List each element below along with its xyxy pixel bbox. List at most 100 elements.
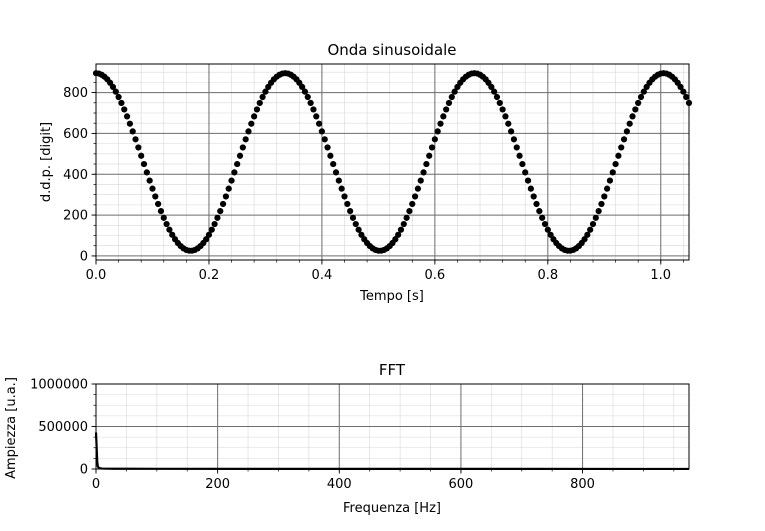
sine-y-axis-label: d.d.p. [digit] [39,122,54,202]
sine-data-point [138,152,145,159]
sine-data-point [403,214,410,221]
sine-data-point [640,88,647,95]
sine-data-point [256,99,263,107]
sine-data-point [448,93,455,101]
sine-data-point [321,136,328,143]
sine-data-point [598,200,605,208]
sine-data-point [259,93,266,101]
sine-data-point [219,200,227,208]
sine-data-point [251,113,258,120]
sine-y-tick-label: 600 [63,127,88,142]
sine-data-point [623,128,630,135]
sine-data-point [112,88,119,95]
fft-y-tick-label: 500000 [38,420,88,435]
sine-data-point [262,88,269,95]
sine-data-point [318,128,325,135]
sine-data-point [533,200,540,208]
sine-data-point [629,113,636,120]
sine-data-point [592,214,599,221]
sine-data-point [635,99,642,107]
sine-data-point [395,231,402,238]
sine-data-point [313,113,320,120]
sine-data-point [505,120,512,127]
sine-data-point [123,113,131,120]
sine-x-tick-label: 0.8 [537,268,558,283]
sine-data-point [217,208,224,215]
sine-data-point [499,106,506,113]
sine-data-point [146,177,153,184]
sine-data-point [140,160,148,168]
sine-data-point [440,113,447,120]
sine-data-point [420,169,427,176]
sine-axis-ticks [91,71,684,265]
sine-data-point [400,220,407,228]
sine-data-point [519,160,526,168]
sine-data-point [397,226,405,233]
sine-y-tick-label: 800 [63,86,88,101]
sine-data-point [344,200,351,208]
sine-data-point [508,128,515,135]
sine-x-tick-label: 1.0 [650,268,671,283]
sine-data-point [513,144,520,151]
sine-data-point [496,99,503,107]
fft-x-axis-label: Frequenza [Hz] [343,501,441,516]
sine-data-point [208,226,215,233]
sine-x-tick-label: 0.2 [199,268,220,283]
sine-data-point [347,208,354,215]
fft-x-tick-label: 200 [205,477,230,492]
sine-x-tick-label: 0.6 [425,268,446,283]
sine-data-point [680,88,687,95]
sine-data-point [428,144,436,151]
sine-data-point [157,208,165,215]
sine-data-point [214,214,221,221]
sine-data-point [341,193,348,200]
sine-data-point [437,120,444,127]
sine-data-point [149,185,156,192]
sine-x-tick-label: 0.4 [312,268,333,283]
sine-data-point [522,169,529,176]
sine-y-tick-label: 200 [63,209,88,224]
sine-data-point [502,113,509,120]
fft-axis-ticks [91,383,675,474]
sine-data-point [310,106,317,113]
sine-data-point [411,193,419,200]
sine-data-point [169,231,176,238]
sine-data-point [299,83,306,90]
sine-data-point [510,136,518,143]
fft-plot: FFT 0 200 400 600 800 0 500000 1000000 F… [4,361,690,516]
sine-data-point [632,106,639,113]
sine-data-point [315,120,323,127]
sine-data-point [581,236,588,243]
sine-data-point [524,177,532,184]
sine-data-point [121,106,128,113]
sine-data-point [604,185,611,192]
sine-data-point [242,136,249,143]
sine-data-point [236,152,244,159]
sine-data-point [601,193,608,200]
sine-data-point [166,226,173,233]
sine-data-point [228,177,235,184]
sine-data-point [606,177,614,184]
sine-data-point [488,83,495,90]
fft-y-tick-label: 1000000 [30,378,88,393]
sine-data-point [155,200,162,208]
fft-x-tick-label: 400 [327,477,352,492]
sine-data-point [423,160,430,168]
sine-data-point [445,99,453,107]
sine-data-point [434,128,441,135]
sine-data-point [536,208,543,215]
sine-data-point [527,185,534,192]
sine-data-point [132,136,139,143]
sine-y-tick-label: 0 [80,249,88,264]
fft-x-tick-label: 0 [92,477,100,492]
sine-data-point [612,160,619,168]
sine-data-point [248,120,255,127]
sine-data-point [239,144,246,151]
sine-wave-plot: Onda sinusoidale 0.0 0.2 0.4 0.6 0.8 1.0… [39,41,693,304]
sine-data-point [491,88,498,95]
sine-data-point [307,99,314,107]
sine-data-point [253,106,261,113]
fft-y-tick-labels: 0 500000 1000000 [30,378,88,478]
